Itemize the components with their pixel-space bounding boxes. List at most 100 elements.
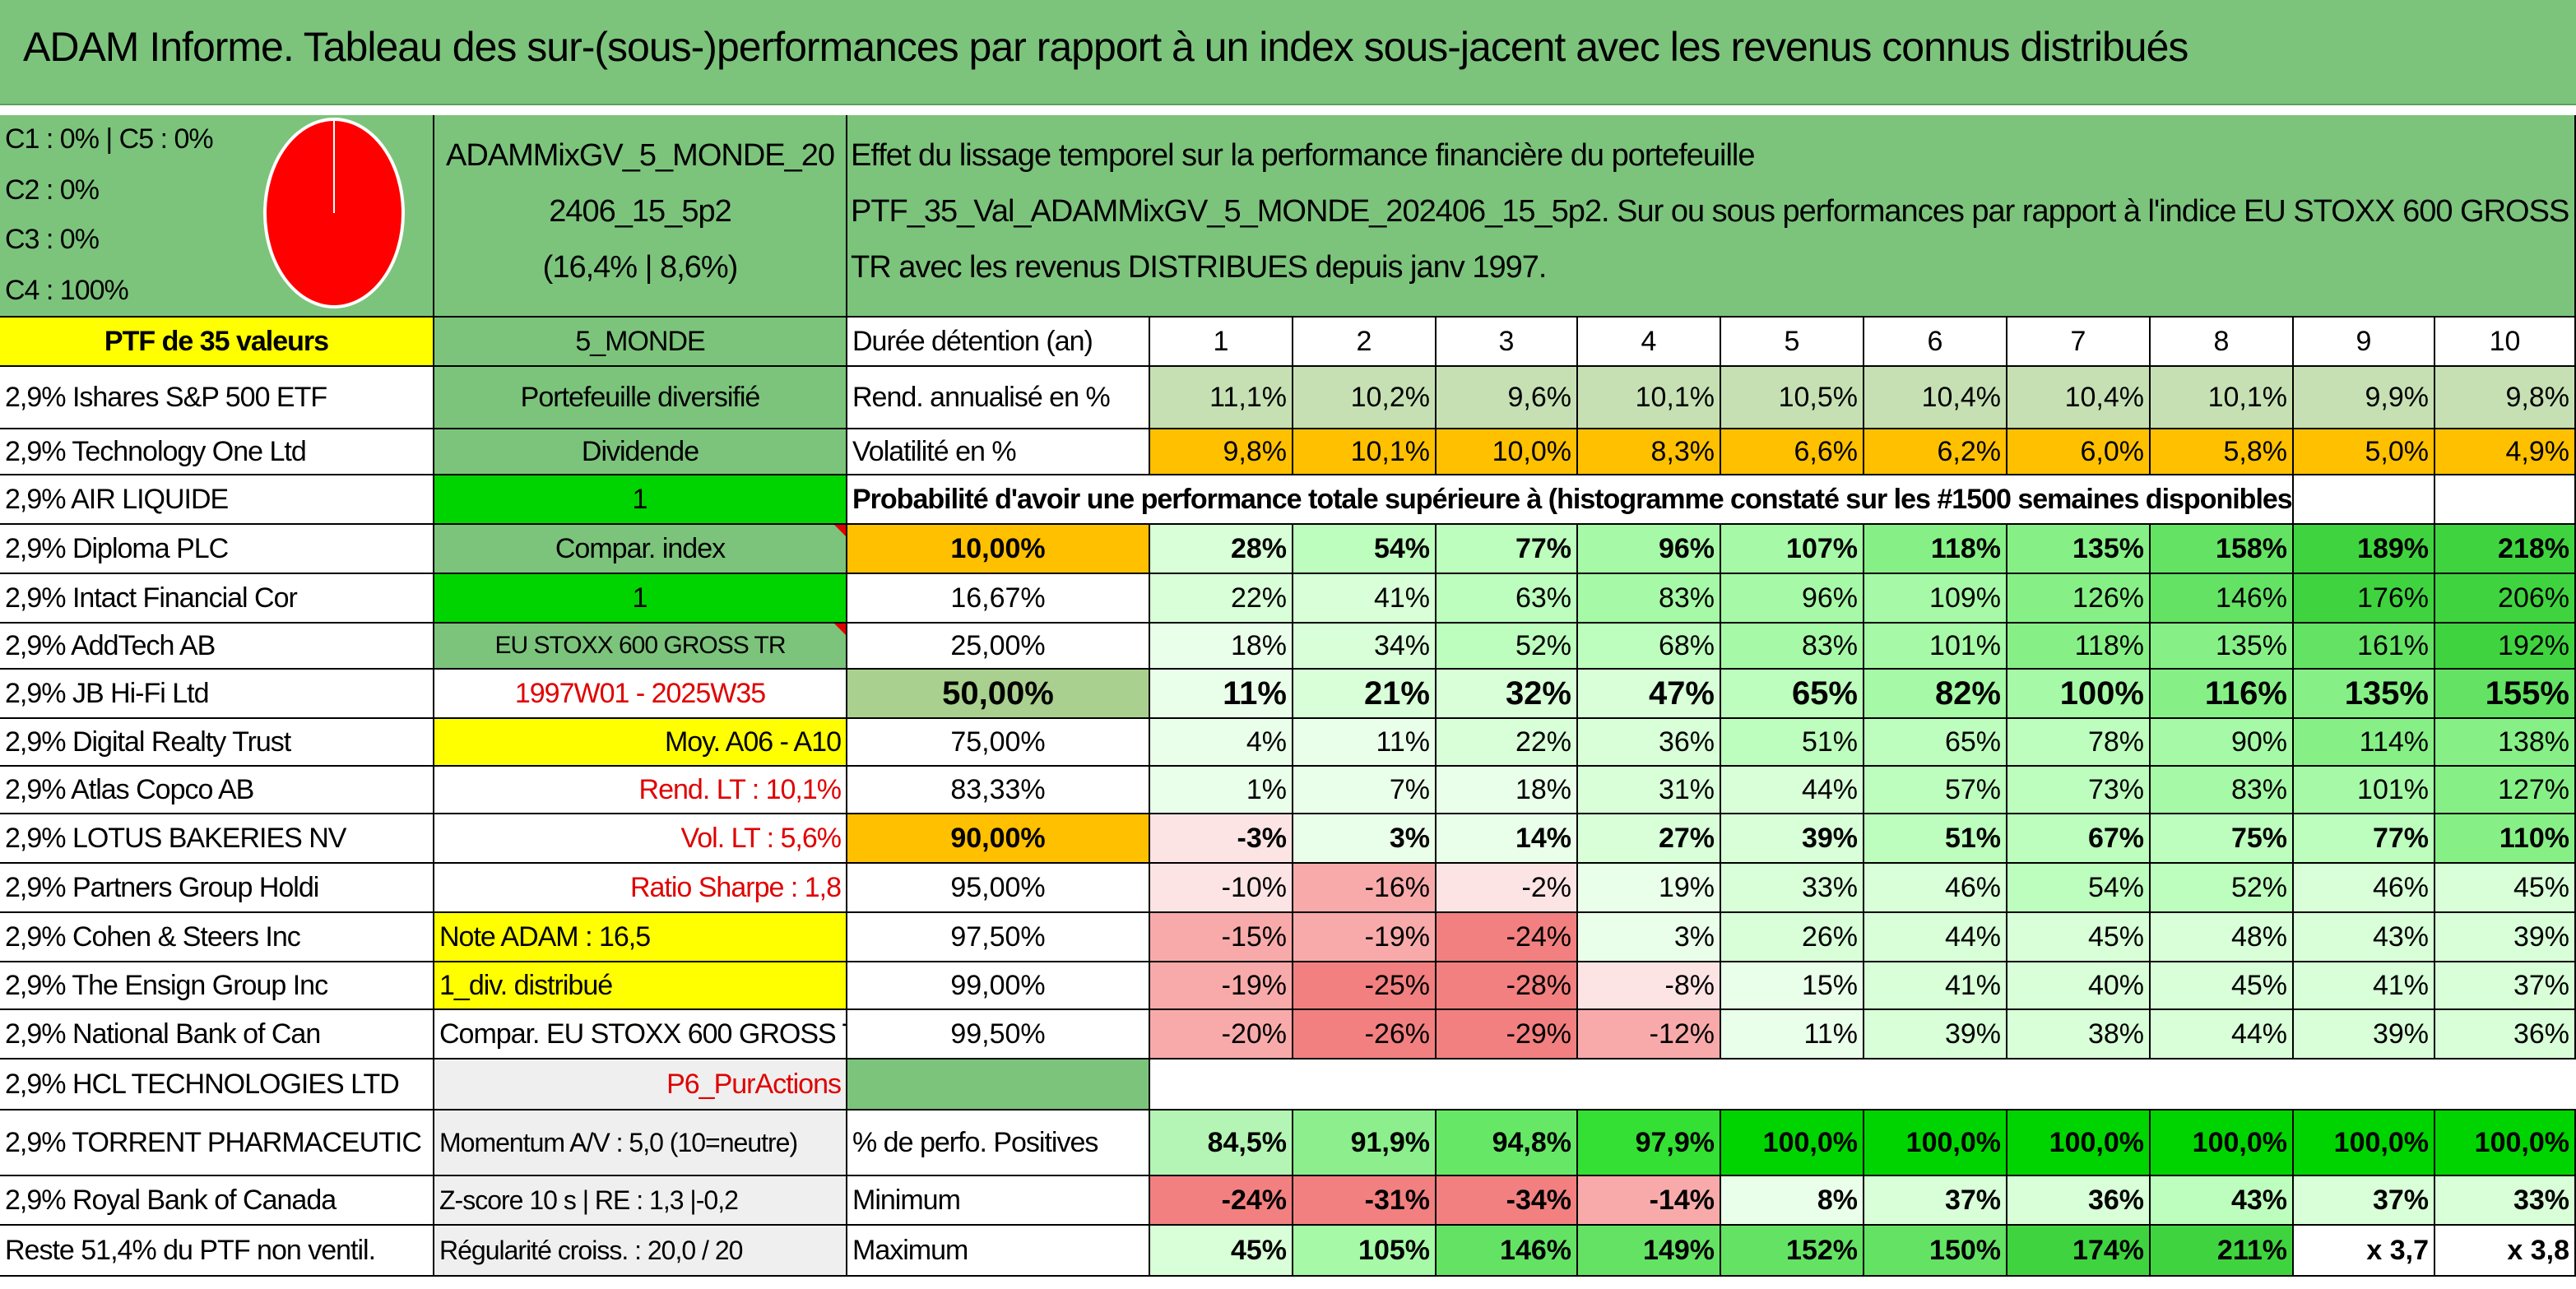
probability-value: 45% — [2435, 864, 2576, 913]
holding-row: 2,9% JB Hi-Fi Ltd — [0, 670, 434, 719]
probability-value: 28% — [1150, 525, 1293, 574]
probability-value: 21% — [1293, 670, 1437, 719]
probability-value: 22% — [1437, 719, 1578, 767]
legend-line: C1 : 0% | C5 : 0% — [5, 123, 214, 155]
info-cell: Portefeuille diversifié — [434, 367, 847, 429]
horizon-header: 6 — [1864, 318, 2007, 367]
horizon-header: 1 — [1150, 318, 1293, 367]
return-value: 9,6% — [1437, 367, 1578, 429]
probability-value: 192% — [2435, 624, 2576, 670]
positive-value: 100,0% — [1721, 1110, 1864, 1176]
probability-value: 73% — [2007, 767, 2151, 814]
volatility-value: 10,1% — [1293, 429, 1437, 475]
probability-value: 77% — [1437, 525, 1578, 574]
minimum-value: -34% — [1437, 1176, 1578, 1226]
probability-threshold: 97,50% — [847, 913, 1150, 962]
probability-value: 189% — [2294, 525, 2435, 574]
holding-row: 2,9% Technology One Ltd — [0, 429, 434, 475]
description-line: TR avec les revenus DISTRIBUES depuis ja… — [851, 250, 1547, 285]
probability-value: 161% — [2294, 624, 2435, 670]
probability-value: 127% — [2435, 767, 2576, 814]
probability-value: 83% — [1578, 574, 1721, 624]
minimum-value: -24% — [1150, 1176, 1293, 1226]
maximum-value: 146% — [1437, 1226, 1578, 1277]
probability-value: 100% — [2007, 670, 2151, 719]
description-block — [847, 115, 2576, 318]
probability-value: 1% — [1150, 767, 1293, 814]
probability-value: 52% — [1437, 624, 1578, 670]
probability-value: 46% — [1864, 864, 2007, 913]
positive-label: % de perfo. Positives — [847, 1110, 1150, 1176]
info-cell: Ratio Sharpe : 1,8 — [434, 864, 847, 913]
volatility-value: 6,2% — [1864, 429, 2007, 475]
horizon-label: Durée détention (an) — [847, 318, 1150, 367]
holding-row: 2,9% Cohen & Steers Inc — [0, 913, 434, 962]
probability-value: 135% — [2294, 670, 2435, 719]
probability-value: 52% — [2151, 864, 2294, 913]
probability-threshold: 16,67% — [847, 574, 1150, 624]
return-value: 10,2% — [1293, 367, 1437, 429]
horizon-header: 10 — [2435, 318, 2576, 367]
holding-row: 2,9% HCL TECHNOLOGIES LTD — [0, 1059, 434, 1110]
probability-value: 18% — [1150, 624, 1293, 670]
legend-line: C3 : 0% — [5, 224, 100, 255]
holding-row: 2,9% Intact Financial Cor — [0, 574, 434, 624]
maximum-value: 149% — [1578, 1226, 1721, 1277]
positive-value: 100,0% — [1864, 1110, 2007, 1176]
probability-threshold: 83,33% — [847, 767, 1150, 814]
probability-value: 82% — [1864, 670, 2007, 719]
info-cell: Moy. A06 - A10 — [434, 719, 847, 767]
volatility-value: 9,8% — [1150, 429, 1293, 475]
separator-cell — [847, 1059, 1150, 1110]
probability-value: 39% — [1721, 814, 1864, 864]
probability-threshold: 90,00% — [847, 814, 1150, 864]
probability-value: 19% — [1578, 864, 1721, 913]
info-cell: Vol. LT : 5,6% — [434, 814, 847, 864]
volatility-value: 5,0% — [2294, 429, 2435, 475]
portfolio-size-header: PTF de 35 valeurs — [0, 318, 434, 367]
probability-value: 44% — [1864, 913, 2007, 962]
probability-value: 135% — [2151, 624, 2294, 670]
probability-value: 67% — [2007, 814, 2151, 864]
minimum-value: 37% — [1864, 1176, 2007, 1226]
probability-value: 158% — [2151, 525, 2294, 574]
return-label: Rend. annualisé en % — [847, 367, 1150, 429]
probability-value: 83% — [2151, 767, 2294, 814]
minimum-value: -31% — [1293, 1176, 1437, 1226]
probability-threshold: 75,00% — [847, 719, 1150, 767]
positive-value: 94,8% — [1437, 1110, 1578, 1176]
probability-value: 118% — [2007, 624, 2151, 670]
probability-threshold: 50,00% — [847, 670, 1150, 719]
probability-value: 48% — [2151, 913, 2294, 962]
positive-value: 100,0% — [2294, 1110, 2435, 1176]
info-cell: 1997W01 - 2025W35 — [434, 670, 847, 719]
probability-value: 101% — [1864, 624, 2007, 670]
probability-value: 118% — [1864, 525, 2007, 574]
return-value: 10,1% — [2151, 367, 2294, 429]
probability-value: 40% — [2007, 962, 2151, 1010]
probability-value: 126% — [2007, 574, 2151, 624]
horizon-header: 3 — [1437, 318, 1578, 367]
page-title: ADAM Informe. Tableau des sur-(sous-)per… — [23, 24, 2188, 70]
probability-value: 27% — [1578, 814, 1721, 864]
probability-value: 41% — [1864, 962, 2007, 1010]
holding-row: 2,9% Royal Bank of Canada — [0, 1176, 434, 1226]
probability-value: 32% — [1437, 670, 1578, 719]
horizon-header: 4 — [1578, 318, 1721, 367]
probability-threshold: 99,50% — [847, 1010, 1150, 1059]
probability-value: 47% — [1578, 670, 1721, 719]
positive-value: 91,9% — [1293, 1110, 1437, 1176]
probability-value: 41% — [1293, 574, 1437, 624]
probability-value: 116% — [2151, 670, 2294, 719]
info-cell: 5_MONDE — [434, 318, 847, 367]
info-cell: Rend. LT : 10,1% — [434, 767, 847, 814]
pie-divider — [333, 121, 335, 213]
probability-value: -2% — [1437, 864, 1578, 913]
probability-value: 65% — [1864, 719, 2007, 767]
probability-threshold: 10,00% — [847, 525, 1150, 574]
probability-value: 101% — [2294, 767, 2435, 814]
volatility-value: 5,8% — [2151, 429, 2294, 475]
probability-value: 206% — [2435, 574, 2576, 624]
probability-value: 78% — [2007, 719, 2151, 767]
